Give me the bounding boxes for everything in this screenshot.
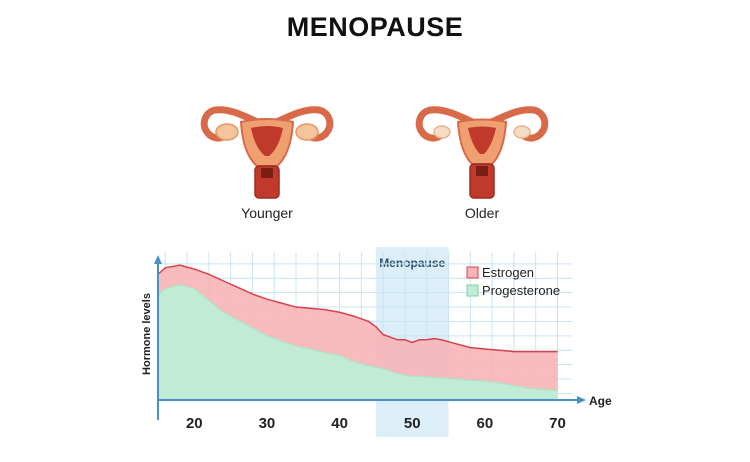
- younger-uterus-illustration: [200, 106, 334, 199]
- legend-estrogen-swatch: [466, 266, 479, 279]
- x-tick-label: 60: [476, 415, 493, 432]
- x-tick-label: 30: [259, 415, 276, 432]
- x-tick-label: 40: [331, 415, 348, 432]
- menopause-label: Menopause: [379, 256, 445, 270]
- page-title: MENOPAUSE: [286, 12, 464, 42]
- x-tick-label: 50: [404, 415, 421, 432]
- x-tick-label: 70: [549, 415, 566, 432]
- younger-label: Younger: [241, 205, 293, 221]
- y-axis-title: Hormone levels: [141, 293, 153, 375]
- x-tick-label: 20: [186, 415, 203, 432]
- older-label: Older: [464, 205, 500, 221]
- x-axis-arrow: [577, 396, 586, 404]
- older-uterus-illustration: [415, 106, 549, 199]
- progesterone-area: [158, 284, 558, 400]
- progesterone-line: [157, 284, 558, 392]
- estrogen-line: [157, 264, 558, 353]
- uterus-icon: [415, 106, 549, 199]
- legend-progesterone-swatch: [466, 284, 479, 297]
- legend-progesterone-label: Progesterone: [482, 283, 560, 298]
- x-axis-title: Age: [589, 394, 612, 408]
- y-axis-arrow: [154, 255, 162, 264]
- uterus-icon: [200, 106, 334, 199]
- legend-estrogen-label: Estrogen: [482, 265, 534, 280]
